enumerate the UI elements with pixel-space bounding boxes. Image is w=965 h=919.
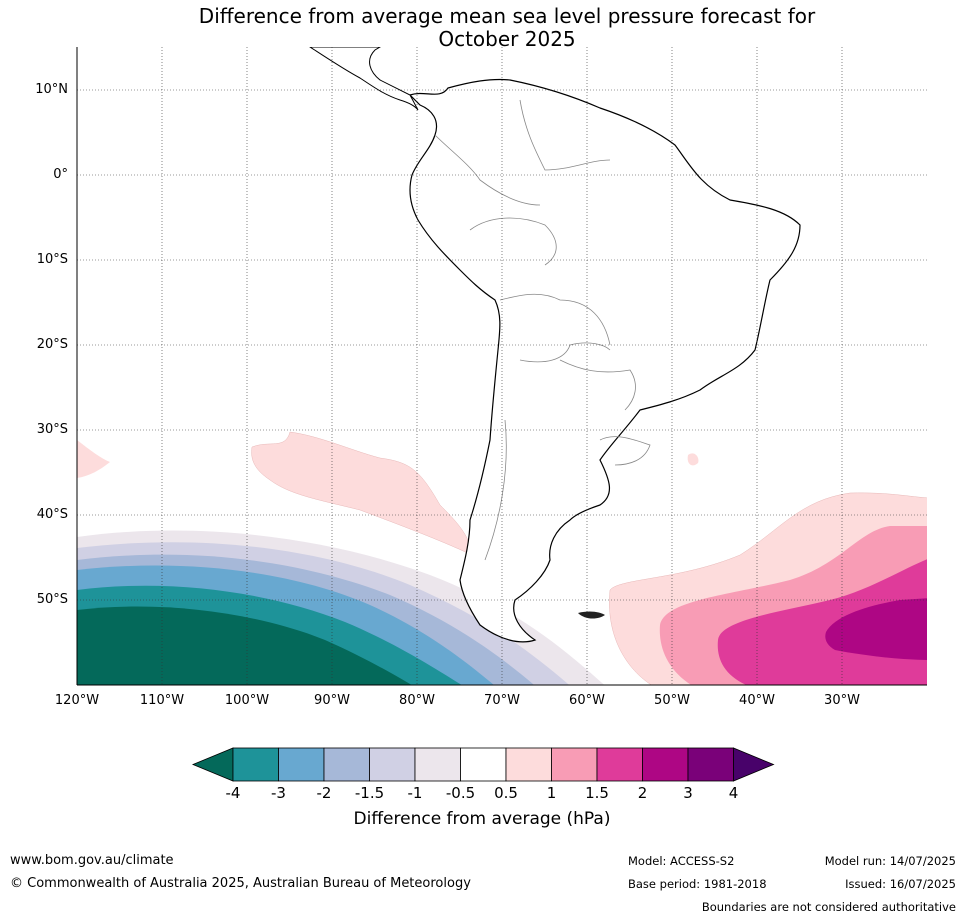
colorbar-segment (687, 747, 734, 782)
lon-label: 70°W (484, 693, 520, 708)
lon-label: 90°W (314, 693, 350, 708)
lat-label: 20°S (36, 337, 68, 352)
colorbar-tick-label: -1 (407, 784, 423, 802)
coastline (309, 47, 801, 643)
pressure-anomaly-shading (77, 431, 927, 685)
colorbar-tick-label: 4 (728, 784, 739, 802)
country-borders (434, 99, 651, 561)
issued-date: Issued: 16/07/2025 (845, 877, 956, 891)
boundary-disclaimer: Boundaries are not considered authoritat… (701, 900, 956, 914)
colorbar-tick-label: -2 (316, 784, 332, 802)
lat-label: 40°S (36, 507, 68, 522)
lon-label: 120°W (54, 693, 100, 708)
colorbar-segment (460, 747, 507, 782)
graticule (77, 47, 927, 685)
colorbar-tick-label: 1 (546, 784, 557, 802)
lon-label: 50°W (654, 693, 690, 708)
map-title: Difference from average mean sea level p… (0, 5, 965, 51)
lat-label: 50°S (36, 592, 68, 607)
colorbar-segment (414, 747, 461, 782)
anomaly-band-minus-4 (77, 606, 412, 685)
colorbar-tick-label: -1.5 (354, 784, 385, 802)
colorbar-segment (323, 747, 370, 782)
lon-label: 110°W (139, 693, 185, 708)
lon-label: 80°W (399, 693, 435, 708)
south-america-outline (408, 78, 801, 643)
lon-label: 40°W (739, 693, 775, 708)
colorbar-title: Difference from average (hPa) (353, 809, 611, 829)
lon-label: 100°W (224, 693, 270, 708)
colorbar-tick-label: -4 (225, 784, 241, 802)
lat-label: 0° (53, 167, 68, 182)
website-link[interactable]: www.bom.gov.au/climate (10, 853, 174, 868)
colorbar-segment (278, 747, 325, 782)
colorbar-extend-high (733, 747, 775, 782)
map-title-line2: October 2025 (438, 27, 576, 51)
colorbar-extend-low (191, 747, 234, 782)
colorbar-segment (505, 747, 552, 782)
colorbar-segment (642, 747, 689, 782)
anomaly-band-plus-0-5-west (77, 440, 110, 478)
anomaly-band-plus-2-atlantic (825, 598, 927, 660)
colorbar-tick-label: 1.5 (585, 784, 609, 802)
falkland-islands (578, 611, 605, 619)
colorbar-tick-label: 3 (683, 784, 693, 802)
model-name: Model: ACCESS-S2 (628, 854, 735, 868)
colorbar-tick-label: -0.5 (445, 784, 476, 802)
colorbar-tick-label: 0.5 (494, 784, 518, 802)
lat-label: 10°S (36, 252, 68, 267)
colorbar-segment (596, 747, 643, 782)
map-title-line1: Difference from average mean sea level p… (198, 4, 816, 28)
colorbar-segment (232, 747, 279, 782)
central-america-outline (309, 47, 419, 111)
copyright-notice: © Commonwealth of Australia 2025, Austra… (10, 876, 471, 891)
colorbar-segment (551, 747, 598, 782)
anomaly-band-plus-0-5-south-brazil (687, 453, 699, 466)
colorbar-tick-label: -3 (271, 784, 286, 802)
lon-label: 60°W (569, 693, 605, 708)
lat-label: 30°S (36, 422, 68, 437)
model-run-date: Model run: 14/07/2025 (824, 854, 956, 868)
lat-label: 10°N (35, 82, 68, 97)
lon-label: 30°W (824, 693, 860, 708)
base-period: Base period: 1981-2018 (628, 877, 767, 891)
colorbar-segment (369, 747, 416, 782)
colorbar-tick-label: 2 (637, 784, 648, 802)
